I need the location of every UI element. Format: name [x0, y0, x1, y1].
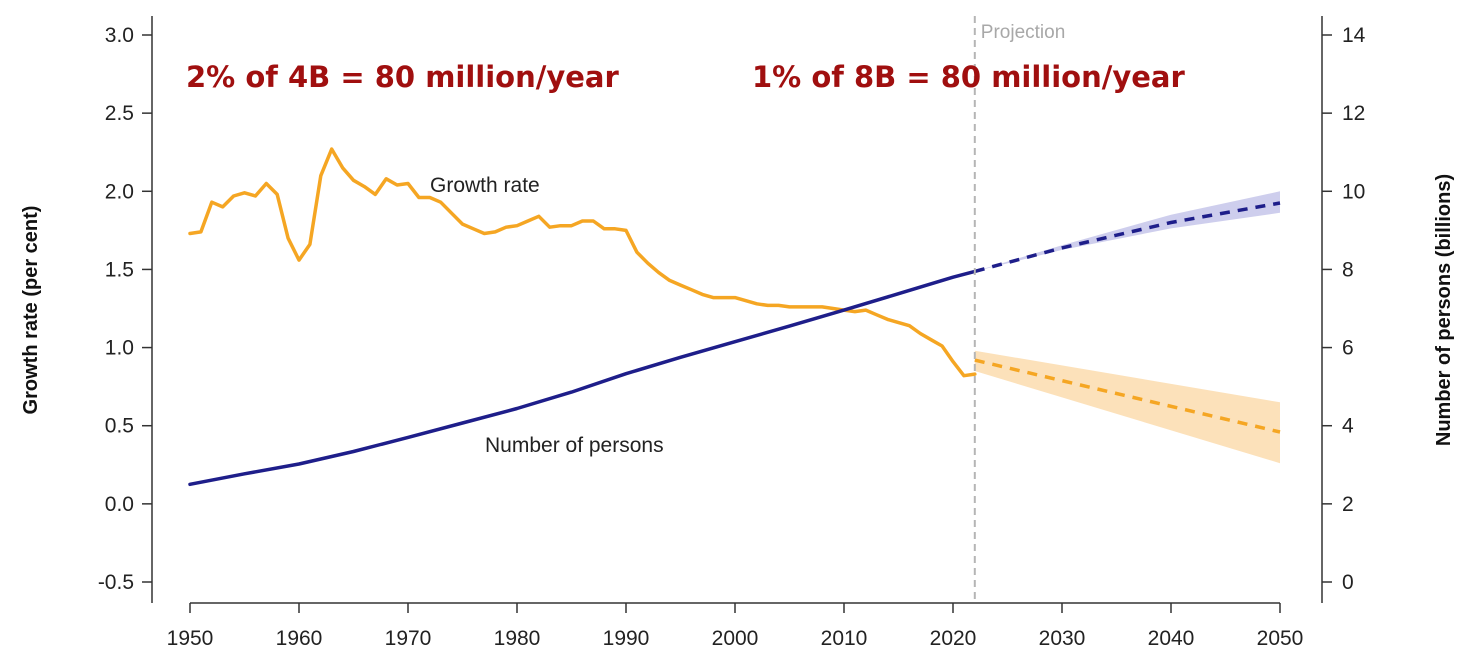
x-tick-label: 2050 [1257, 627, 1304, 650]
x-tick-label: 2010 [821, 627, 868, 650]
y-left-tick-label: 0.5 [105, 415, 134, 438]
x-tick-label: 1950 [167, 627, 214, 650]
x-tick-label: 1990 [603, 627, 650, 650]
growth-rate-projection-line [974, 358, 1281, 434]
x-tick-label: 2020 [930, 627, 977, 650]
y-right-tick-label: 0 [1342, 571, 1354, 594]
y-left-tick-label: 1.5 [105, 258, 134, 281]
y-left-tick-label: 1.0 [105, 337, 134, 360]
y-left-tick-label: -0.5 [98, 571, 134, 594]
x-tick-label: 1970 [385, 627, 432, 650]
y-axis-left-title: Growth rate (per cent) [20, 206, 42, 415]
y-left-tick-label: 2.5 [105, 102, 134, 125]
number-of-persons-label: Number of persons [485, 434, 664, 457]
number-of-persons-projection-line [974, 201, 1281, 274]
x-tick-label: 2030 [1039, 627, 1086, 650]
y-right-tick-label: 12 [1342, 102, 1365, 125]
y-left-tick-label: 0.0 [105, 493, 134, 516]
y-right-tick-label: 6 [1342, 337, 1354, 360]
y-right-tick-label: 8 [1342, 258, 1354, 281]
y-right-tick-label: 10 [1342, 180, 1365, 203]
projection-label: Projection [981, 22, 1066, 43]
growth-rate-label: Growth rate [430, 174, 540, 197]
x-tick-label: 1980 [494, 627, 541, 650]
y-axis-right-title: Number of persons (billions) [1433, 174, 1455, 446]
y-right-tick-label: 2 [1342, 493, 1354, 516]
number-of-persons-line [188, 269, 977, 487]
y-left-tick-label: 2.0 [105, 180, 134, 203]
x-tick-label: 2040 [1148, 627, 1195, 650]
data-lines [188, 147, 1281, 487]
annotation-2pct-of-4b: 2% of 4B = 80 million/year [186, 60, 619, 94]
y-right-tick-label: 4 [1342, 415, 1354, 438]
axes: -0.5 0.0 0.5 1.0 1.5 2.0 2.5 3.0 0 2 4 6 8 10 12 14 1950… [98, 16, 1366, 650]
annotation-1pct-of-8b: 1% of 8B = 80 million/year [752, 60, 1185, 94]
x-tick-label: 2000 [712, 627, 759, 650]
y-right-tick-label: 14 [1342, 24, 1366, 47]
y-left-tick-label: 3.0 [105, 24, 134, 47]
x-tick-label: 1960 [276, 627, 323, 650]
